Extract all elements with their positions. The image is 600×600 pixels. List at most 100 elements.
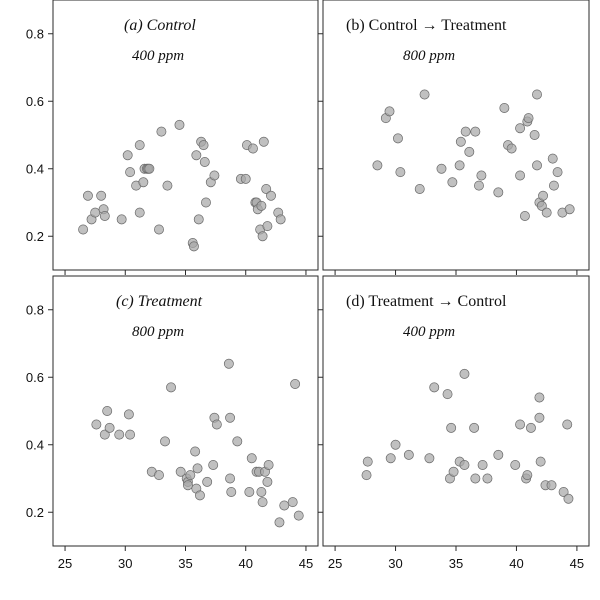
plot-frame bbox=[322, 275, 590, 547]
scatter-point bbox=[470, 473, 481, 484]
scatter-point bbox=[104, 422, 115, 433]
scatter-point bbox=[175, 466, 186, 477]
scatter-point bbox=[223, 358, 234, 369]
scatter-point bbox=[244, 487, 255, 497]
scatter-point bbox=[447, 177, 458, 188]
scatter-point bbox=[154, 470, 164, 481]
panel-subtitle: 800 ppm bbox=[403, 48, 455, 64]
scatter-point bbox=[91, 419, 102, 430]
scatter-point bbox=[248, 143, 258, 154]
plot-frame bbox=[52, 275, 319, 547]
scatter-point bbox=[548, 180, 559, 191]
scatter-point bbox=[460, 126, 471, 137]
scatter-point bbox=[195, 490, 205, 501]
x-tick-label: 45 bbox=[570, 556, 584, 571]
scatter-point bbox=[393, 133, 403, 144]
scatter-point bbox=[482, 473, 493, 484]
scatter-point bbox=[123, 409, 134, 420]
scatter-point bbox=[464, 146, 475, 157]
scatter-point bbox=[523, 113, 534, 124]
scatter-point bbox=[459, 368, 470, 379]
scatter-point bbox=[116, 214, 127, 225]
scatter-point bbox=[538, 190, 549, 201]
scatter-point bbox=[429, 382, 440, 393]
x-tick-label: 25 bbox=[58, 556, 72, 571]
panel-subtitle: 800 ppm bbox=[132, 324, 184, 340]
scatter-point bbox=[144, 163, 155, 174]
x-tick-label: 45 bbox=[299, 556, 313, 571]
scatter-point bbox=[510, 460, 521, 470]
scatter-point bbox=[563, 493, 574, 504]
scatter-point bbox=[535, 456, 546, 467]
scatter-point bbox=[90, 207, 101, 218]
scatter-point bbox=[232, 436, 243, 447]
panel-subtitle: 400 ppm bbox=[132, 48, 184, 64]
x-tick-label: 35 bbox=[178, 556, 192, 571]
scatter-point bbox=[263, 460, 274, 470]
scatter-point bbox=[138, 177, 149, 188]
panel-b-control-to-treatment: (b) Control → Treatment 800 ppm bbox=[318, 0, 590, 275]
scatter-point bbox=[125, 167, 136, 178]
scatter-point bbox=[534, 392, 545, 403]
x-tick-label: 35 bbox=[449, 556, 463, 571]
scatter-point bbox=[275, 214, 286, 225]
panel-c-treatment: (c) Treatment 800 ppm 25 30 35 40 45 0.2 0.4 0.… bbox=[26, 275, 319, 571]
scatter-point bbox=[476, 170, 487, 181]
y-tick-label: 0.2 bbox=[26, 229, 44, 244]
y-tick-label: 0.8 bbox=[26, 26, 44, 41]
y-tick-label: 0.4 bbox=[26, 437, 44, 452]
scatter-point bbox=[293, 510, 304, 521]
panel-title: (c) Treatment bbox=[116, 293, 203, 310]
scatter-point bbox=[493, 449, 504, 460]
scatter-point bbox=[96, 190, 107, 201]
plot-frame bbox=[322, 0, 590, 271]
scatter-point bbox=[419, 89, 430, 100]
scatter-point bbox=[82, 190, 93, 201]
scatter-point bbox=[506, 143, 517, 154]
scatter-point bbox=[395, 167, 406, 178]
scatter-point bbox=[188, 241, 199, 252]
scatter-point bbox=[424, 453, 435, 464]
scatter-point bbox=[287, 497, 298, 508]
scatter-point bbox=[474, 180, 484, 191]
y-tick-label: 0.6 bbox=[26, 370, 44, 385]
scatter-point bbox=[99, 211, 110, 221]
plot-frame bbox=[52, 0, 319, 271]
scatter-point bbox=[362, 456, 373, 467]
scatter-point bbox=[201, 197, 211, 208]
scatter-point bbox=[262, 476, 273, 487]
scatter-point bbox=[185, 470, 196, 481]
y-tick-label: 0.6 bbox=[26, 94, 44, 109]
scatter-point bbox=[403, 449, 414, 460]
scatter-point bbox=[519, 211, 530, 221]
scatter-point bbox=[154, 224, 164, 235]
scatter-point bbox=[442, 389, 453, 400]
scatter-point bbox=[226, 487, 237, 497]
scatter-point bbox=[552, 167, 563, 178]
scatter-point bbox=[564, 204, 575, 215]
scatter-point bbox=[262, 221, 273, 232]
scatter-point bbox=[266, 190, 276, 201]
scatter-point bbox=[193, 214, 204, 225]
scatter-point bbox=[102, 406, 113, 416]
scatter-point bbox=[246, 453, 257, 464]
scatter-point bbox=[240, 173, 251, 184]
scatter-point bbox=[446, 422, 457, 433]
scatter-point bbox=[160, 436, 170, 447]
scatter-point bbox=[532, 160, 542, 171]
scatter-point bbox=[470, 126, 481, 137]
scatter-point bbox=[526, 422, 536, 433]
scatter-point bbox=[174, 119, 185, 130]
panel-title: (d) Treatment → Control bbox=[346, 293, 507, 310]
scatter-point bbox=[372, 160, 383, 171]
scatter-point bbox=[125, 429, 136, 440]
scatter-point bbox=[541, 207, 552, 218]
scatter-point bbox=[166, 382, 176, 393]
scatter-point bbox=[261, 184, 272, 194]
scatter-point bbox=[274, 517, 285, 528]
scatter-point bbox=[162, 180, 173, 191]
scatter-point bbox=[384, 106, 395, 117]
scatter-point bbox=[515, 419, 526, 430]
scatter-point bbox=[448, 466, 459, 477]
